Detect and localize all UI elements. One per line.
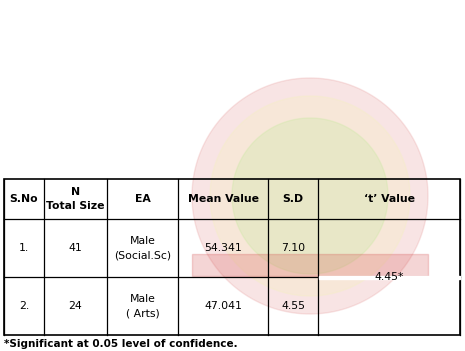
Text: N: N: [71, 187, 80, 197]
Text: Male: Male: [130, 236, 155, 246]
Polygon shape: [192, 78, 428, 314]
Text: 41: 41: [69, 243, 82, 253]
Text: EA: EA: [135, 194, 150, 204]
Polygon shape: [319, 276, 459, 278]
Text: (Social.Sc): (Social.Sc): [114, 250, 171, 260]
Text: 2.: 2.: [19, 301, 29, 311]
Bar: [4, 179, 460, 335]
Text: 54.341: 54.341: [204, 243, 242, 253]
Text: ( Arts): ( Arts): [126, 308, 159, 318]
Text: S.D: S.D: [282, 194, 304, 204]
Text: 7.10: 7.10: [281, 243, 305, 253]
Text: Mean Value: Mean Value: [187, 194, 259, 204]
Text: ‘t’ Value: ‘t’ Value: [364, 194, 414, 204]
Text: 47.041: 47.041: [204, 301, 242, 311]
Text: Total Size: Total Size: [46, 201, 105, 211]
Polygon shape: [192, 254, 428, 276]
Text: Male: Male: [130, 294, 155, 304]
Polygon shape: [232, 118, 388, 274]
Text: 24: 24: [69, 301, 82, 311]
Text: 4.55: 4.55: [281, 301, 305, 311]
Text: S.No: S.No: [10, 194, 38, 204]
Text: 1.: 1.: [19, 243, 29, 253]
Text: *Significant at 0.05 level of confidence.: *Significant at 0.05 level of confidence…: [4, 339, 238, 349]
Polygon shape: [210, 96, 410, 296]
Text: 4.45*: 4.45*: [374, 272, 404, 282]
